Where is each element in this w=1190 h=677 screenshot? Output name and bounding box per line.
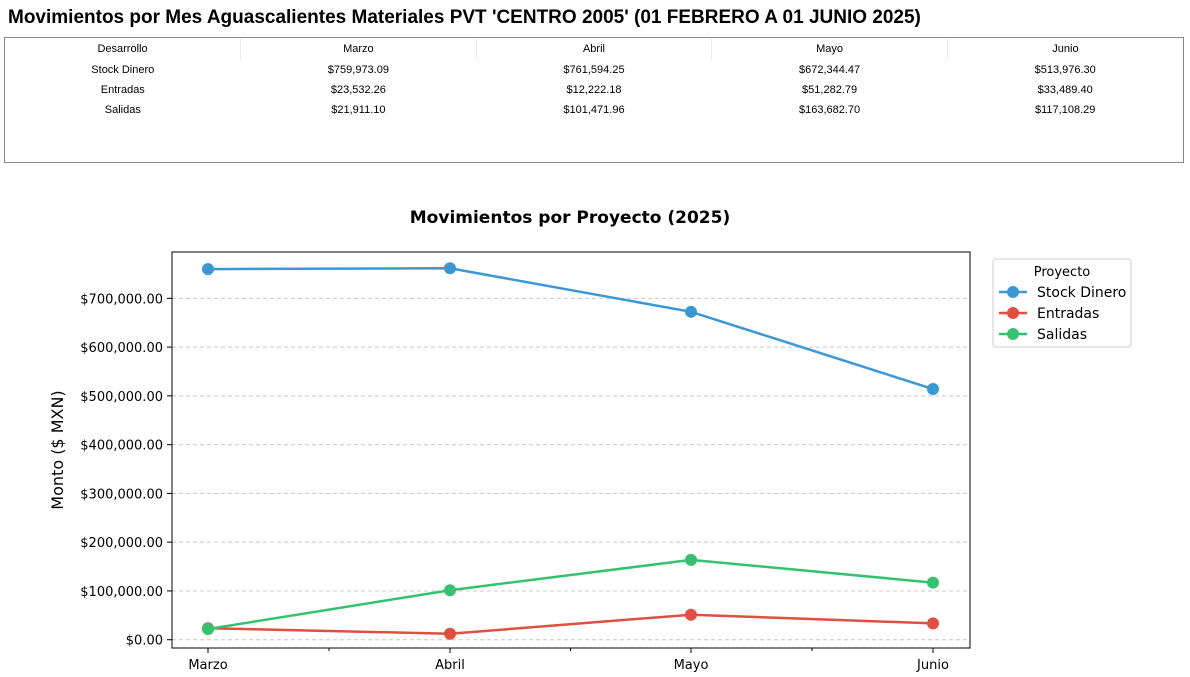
- data-point[interactable]: [927, 617, 939, 630]
- chart-title: Movimientos por Proyecto (2025): [410, 208, 730, 228]
- data-point[interactable]: [685, 553, 697, 566]
- legend-swatch-marker: [1007, 328, 1019, 340]
- table-cell: $513,976.30: [1034, 64, 1096, 76]
- table-cell: $33,489.40: [1037, 84, 1093, 96]
- data-point[interactable]: [202, 623, 214, 636]
- y-tick-label: $0.00: [126, 634, 163, 649]
- column-header[interactable]: Junio: [1052, 43, 1079, 55]
- table-cell: $101,471.96: [563, 104, 625, 116]
- legend-label: Salidas: [1037, 327, 1087, 343]
- table-cell: $23,532.26: [330, 84, 386, 96]
- table-cell: Stock Dinero: [91, 64, 155, 76]
- x-tick-label: Junio: [916, 658, 949, 673]
- y-tick-label: $200,000.00: [80, 536, 163, 551]
- table-row[interactable]: Salidas $21,911.10 $101,471.96 $163,682.…: [5, 100, 1183, 120]
- x-tick-label: Abril: [435, 658, 465, 673]
- legend-swatch-marker: [1007, 307, 1019, 319]
- data-point[interactable]: [927, 383, 939, 396]
- data-table: Desarrollo Marzo Abril Mayo Junio Stock …: [5, 38, 1183, 120]
- data-point[interactable]: [927, 576, 939, 589]
- table-cell: $51,282.79: [802, 84, 858, 96]
- legend-title: Proyecto: [1034, 265, 1091, 280]
- series-line: [207, 267, 934, 391]
- table-cell: $759,973.09: [327, 64, 389, 76]
- y-tick-label: $600,000.00: [80, 341, 163, 356]
- column-header[interactable]: Desarrollo: [5, 38, 242, 60]
- legend-label: Entradas: [1037, 306, 1099, 322]
- table-row[interactable]: Entradas $23,532.26 $12,222.18 $51,282.7…: [5, 80, 1183, 100]
- series-line: [207, 558, 934, 631]
- table-cell: $163,682.70: [798, 104, 861, 116]
- y-tick-label: $400,000.00: [80, 439, 163, 454]
- series-salidas[interactable]: [202, 553, 939, 636]
- table-row[interactable]: Stock Dinero $759,973.09 $761,594.25 $67…: [5, 60, 1183, 80]
- y-tick-label: $500,000.00: [80, 390, 163, 405]
- legend[interactable]: Proyecto Stock Dinero Entradas Salidas: [992, 258, 1132, 348]
- data-point[interactable]: [685, 608, 697, 621]
- table-header-row: Desarrollo Marzo Abril Mayo Junio: [5, 38, 1183, 60]
- table-cell: $761,594.25: [563, 64, 625, 76]
- x-tick-label: Marzo: [188, 658, 227, 673]
- table-cell: Entradas: [100, 84, 145, 96]
- page-title: Movimientos por Mes Aguascalientes Mater…: [8, 7, 921, 28]
- data-point[interactable]: [444, 627, 456, 640]
- y-axis: $0.00 $100,000.00 $200,000.00 $300,000.00 $4…: [80, 292, 172, 649]
- y-tick-label: $100,000.00: [80, 585, 163, 600]
- data-point[interactable]: [444, 584, 456, 597]
- legend-box: [992, 258, 1132, 348]
- data-table-panel: Desarrollo Marzo Abril Mayo Junio Stock …: [4, 37, 1184, 163]
- table-cell: $12,222.18: [566, 84, 622, 96]
- plot-area-frame: [171, 251, 971, 649]
- y-tick-label: $300,000.00: [80, 487, 163, 502]
- gridlines: [172, 297, 970, 641]
- y-tick-label: $700,000.00: [80, 292, 163, 307]
- series-line: [207, 613, 934, 635]
- column-header[interactable]: Marzo: [240, 38, 477, 60]
- column-header[interactable]: Mayo: [711, 38, 948, 60]
- y-axis-label: Monto ($ MXN): [48, 390, 67, 509]
- data-point[interactable]: [202, 263, 214, 276]
- x-axis: Marzo Abril Mayo Junio: [188, 648, 949, 673]
- legend-swatch-marker: [1007, 286, 1019, 298]
- legend-label: Stock Dinero: [1037, 285, 1126, 301]
- data-point[interactable]: [685, 305, 697, 318]
- series-stock-dinero[interactable]: [202, 262, 939, 396]
- table-cell: Salidas: [104, 104, 141, 116]
- column-header[interactable]: Abril: [476, 38, 713, 60]
- table-cell: $672,344.47: [798, 64, 861, 76]
- table-cell: $117,108.29: [1035, 104, 1096, 116]
- data-point[interactable]: [444, 262, 456, 275]
- series-group: [202, 262, 939, 640]
- table-cell: $21,911.10: [331, 104, 386, 116]
- x-tick-label: Mayo: [674, 658, 709, 673]
